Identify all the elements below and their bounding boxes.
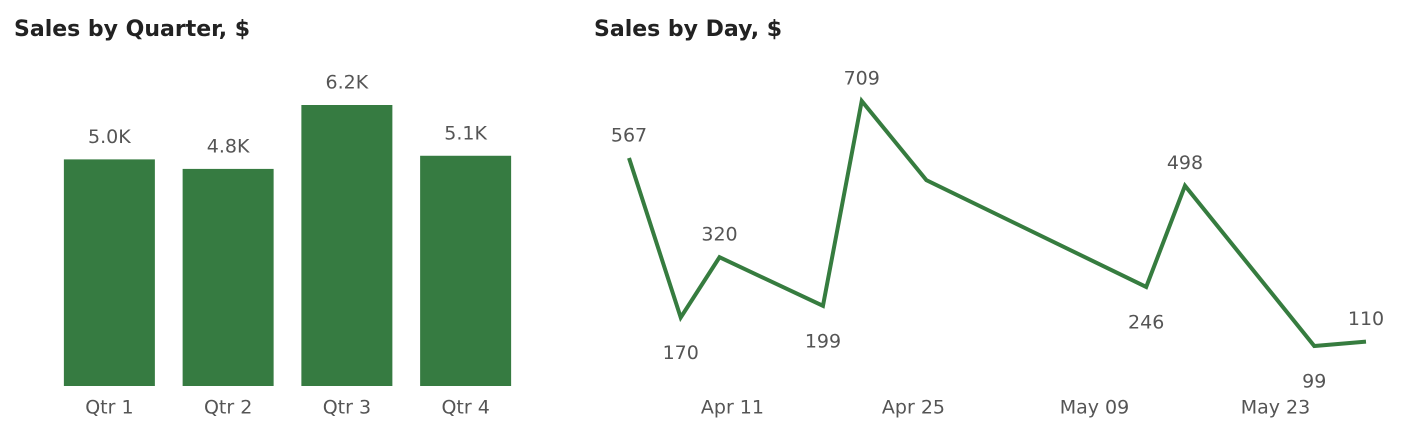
x-tick-label: Apr 25 <box>882 397 945 419</box>
data-label: 6.2K <box>326 72 369 94</box>
data-label: 246 <box>1128 311 1164 333</box>
x-tick-label: Qtr 1 <box>85 397 133 419</box>
data-label: 567 <box>611 125 647 147</box>
data-label: 5.0K <box>88 126 131 148</box>
x-tick-label: Qtr 2 <box>204 397 252 419</box>
x-tick-label: May 23 <box>1241 397 1311 419</box>
x-tick-label: Qtr 3 <box>323 397 371 419</box>
bar <box>301 105 393 386</box>
data-label: 199 <box>805 330 841 352</box>
bar <box>63 159 155 386</box>
data-label: 709 <box>844 68 880 90</box>
data-label: 5.1K <box>444 122 487 144</box>
data-label: 110 <box>1348 308 1384 330</box>
chart-title: Sales by Day, $ <box>594 17 782 42</box>
x-tick-label: May 09 <box>1060 397 1130 419</box>
bar <box>420 155 512 386</box>
chart-title: Sales by Quarter, $ <box>14 17 250 42</box>
data-label: 320 <box>701 224 737 246</box>
bar <box>182 168 274 386</box>
data-label: 498 <box>1167 152 1203 174</box>
data-label: 99 <box>1302 371 1326 393</box>
data-label: 170 <box>663 342 699 364</box>
line <box>627 96 1367 349</box>
x-tick-label: Apr 11 <box>701 397 764 419</box>
data-label: 4.8K <box>207 135 250 157</box>
x-tick-label: Qtr 4 <box>441 397 489 419</box>
